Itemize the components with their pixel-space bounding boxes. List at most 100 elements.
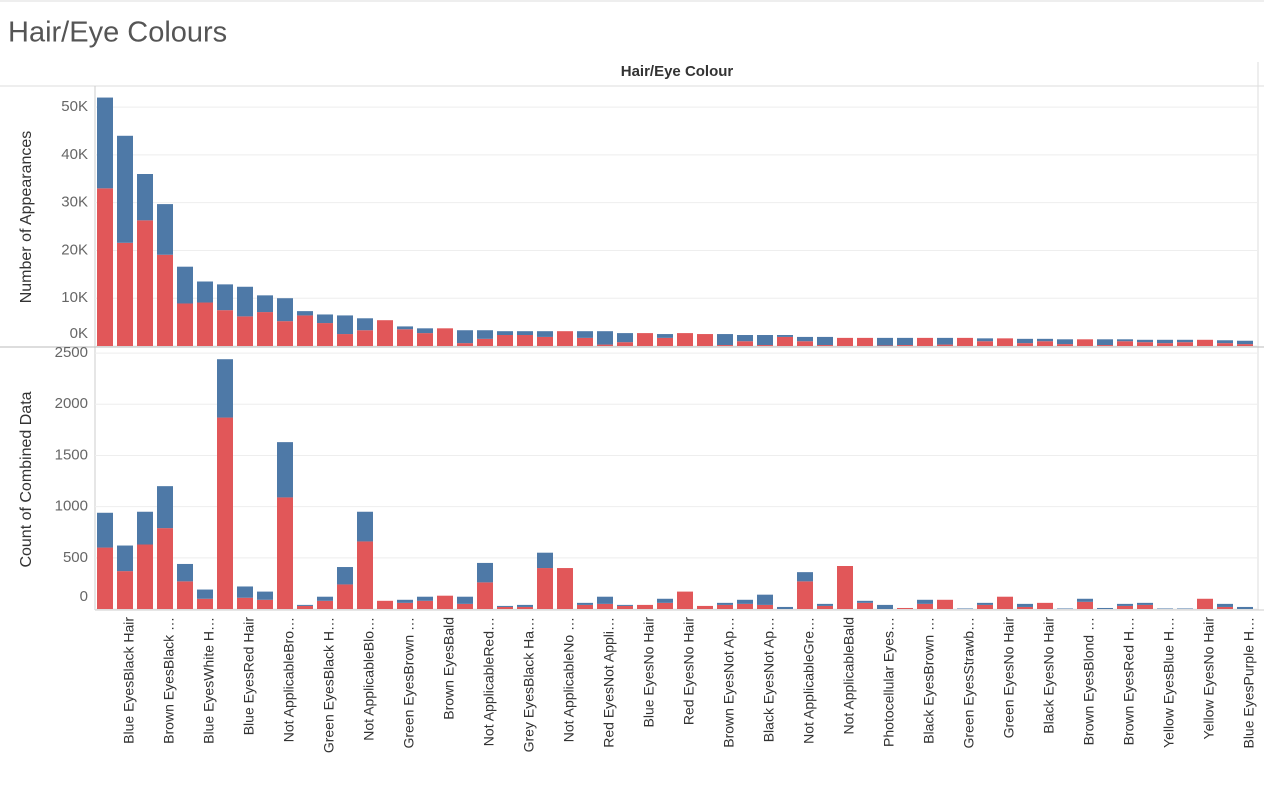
bar-segment — [537, 336, 553, 346]
x-category-label: Green EyesNo Hair — [1001, 617, 1017, 739]
bar-segment — [177, 563, 193, 582]
bar-segment — [897, 337, 913, 346]
x-category-label: Grey EyesBlack Ha… — [521, 617, 537, 752]
bar-segment — [957, 608, 973, 609]
bar-segment — [397, 329, 413, 346]
column-header: Hair/Eye Colour — [621, 63, 734, 80]
y-tick-label: 1000 — [55, 498, 88, 515]
bar-segment — [437, 595, 453, 609]
bar-segment — [1217, 606, 1233, 609]
bar-segment — [197, 598, 213, 609]
bar-segment — [1037, 341, 1053, 346]
x-category-label: Blue EyesNo Hair — [641, 617, 657, 728]
bar-segment — [237, 286, 253, 317]
bar-segment — [1117, 605, 1133, 609]
bar-segment — [1177, 608, 1193, 609]
bar-segment — [217, 417, 233, 609]
bar-segment — [637, 333, 653, 346]
bar-segment — [357, 541, 373, 609]
bar-segment — [1117, 603, 1133, 606]
bar-segment — [577, 331, 593, 338]
x-category-label: Red EyesNot Appli… — [601, 617, 617, 748]
y-tick-label: 2000 — [55, 395, 88, 412]
bar-segment — [117, 571, 133, 609]
bar-segment — [1197, 598, 1213, 609]
bar-segment — [957, 337, 973, 346]
bar-segment — [677, 591, 693, 609]
bar-segment — [1177, 339, 1193, 343]
bar-segment — [197, 302, 213, 346]
y-tick-label: 10K — [61, 289, 88, 306]
x-category-label: Not ApplicableRed… — [481, 617, 497, 746]
y-tick-label: 1500 — [55, 446, 88, 463]
bar-segment — [137, 511, 153, 545]
bar-segment — [457, 596, 473, 604]
bar-segment — [197, 589, 213, 599]
bar-segment — [857, 602, 873, 609]
bar-segment — [357, 318, 373, 331]
bar-segment — [757, 345, 773, 346]
x-category-label: Brown EyesBlond … — [1081, 617, 1097, 745]
y-tick-label: 40K — [61, 146, 88, 163]
bar-segment — [897, 345, 913, 346]
x-category-label: Not ApplicableNo … — [561, 617, 577, 742]
bar-segment — [1137, 342, 1153, 346]
x-category-label: Yellow EyesNo Hair — [1201, 617, 1217, 740]
bar-segment — [457, 330, 473, 344]
bar-segment — [517, 606, 533, 609]
bar-segment — [157, 528, 173, 609]
bar-segment — [737, 599, 753, 604]
x-category-label: Black EyesBrown … — [921, 617, 937, 744]
bar-segment — [757, 594, 773, 605]
bar-segment — [1237, 344, 1253, 346]
y-tick-label: 50K — [61, 98, 88, 115]
bar-segment — [1137, 602, 1153, 605]
bar-segment — [1217, 343, 1233, 346]
bar-segment — [397, 602, 413, 609]
bar-segment — [657, 602, 673, 609]
bar-segment — [917, 603, 933, 609]
bar-segment — [877, 337, 893, 346]
bar-segment — [677, 333, 693, 346]
bar-segment — [777, 336, 793, 346]
bar-segment — [617, 604, 633, 606]
x-category-label: Brown EyesRed H… — [1121, 617, 1137, 745]
bar-segment — [1017, 338, 1033, 344]
bar-segment — [817, 605, 833, 609]
bar-segment — [97, 188, 113, 346]
y-tick-label: 2500 — [55, 344, 88, 361]
x-category-label: Not ApplicableBlo… — [361, 617, 377, 741]
bar-segment — [97, 97, 113, 189]
bar-segment — [557, 331, 573, 346]
bar-segment — [477, 582, 493, 609]
x-category-label: Brown EyesBlack … — [161, 617, 177, 744]
x-category-label: Blue EyesWhite H… — [201, 617, 217, 744]
bar-segment — [857, 337, 873, 346]
x-category-label: Not ApplicableBro… — [281, 617, 297, 742]
bar-segment — [257, 591, 273, 600]
bar-segment — [597, 331, 613, 345]
bar-segment — [1077, 601, 1093, 609]
x-category-label: Blue EyesBlack Hair — [121, 617, 137, 744]
bar-segment — [517, 331, 533, 336]
bar-segment — [1117, 339, 1133, 342]
bar-segment — [617, 605, 633, 609]
bar-segment — [697, 605, 713, 609]
bar-segment — [397, 326, 413, 330]
bar-segment — [117, 242, 133, 346]
bar-segment — [1177, 342, 1193, 346]
bar-segment — [897, 607, 913, 609]
bar-segment — [497, 606, 513, 609]
bar-segment — [477, 338, 493, 346]
bar-segment — [1137, 604, 1153, 609]
y-tick-label: 0 — [80, 588, 88, 605]
bar-segment — [877, 604, 893, 609]
bar-segment — [477, 562, 493, 583]
bar-segment — [1217, 603, 1233, 607]
bar-segment — [1217, 340, 1233, 344]
bar-segment — [977, 338, 993, 342]
bar-segment — [1017, 343, 1033, 346]
y-tick-label: 500 — [63, 549, 88, 566]
bar-segment — [797, 581, 813, 609]
